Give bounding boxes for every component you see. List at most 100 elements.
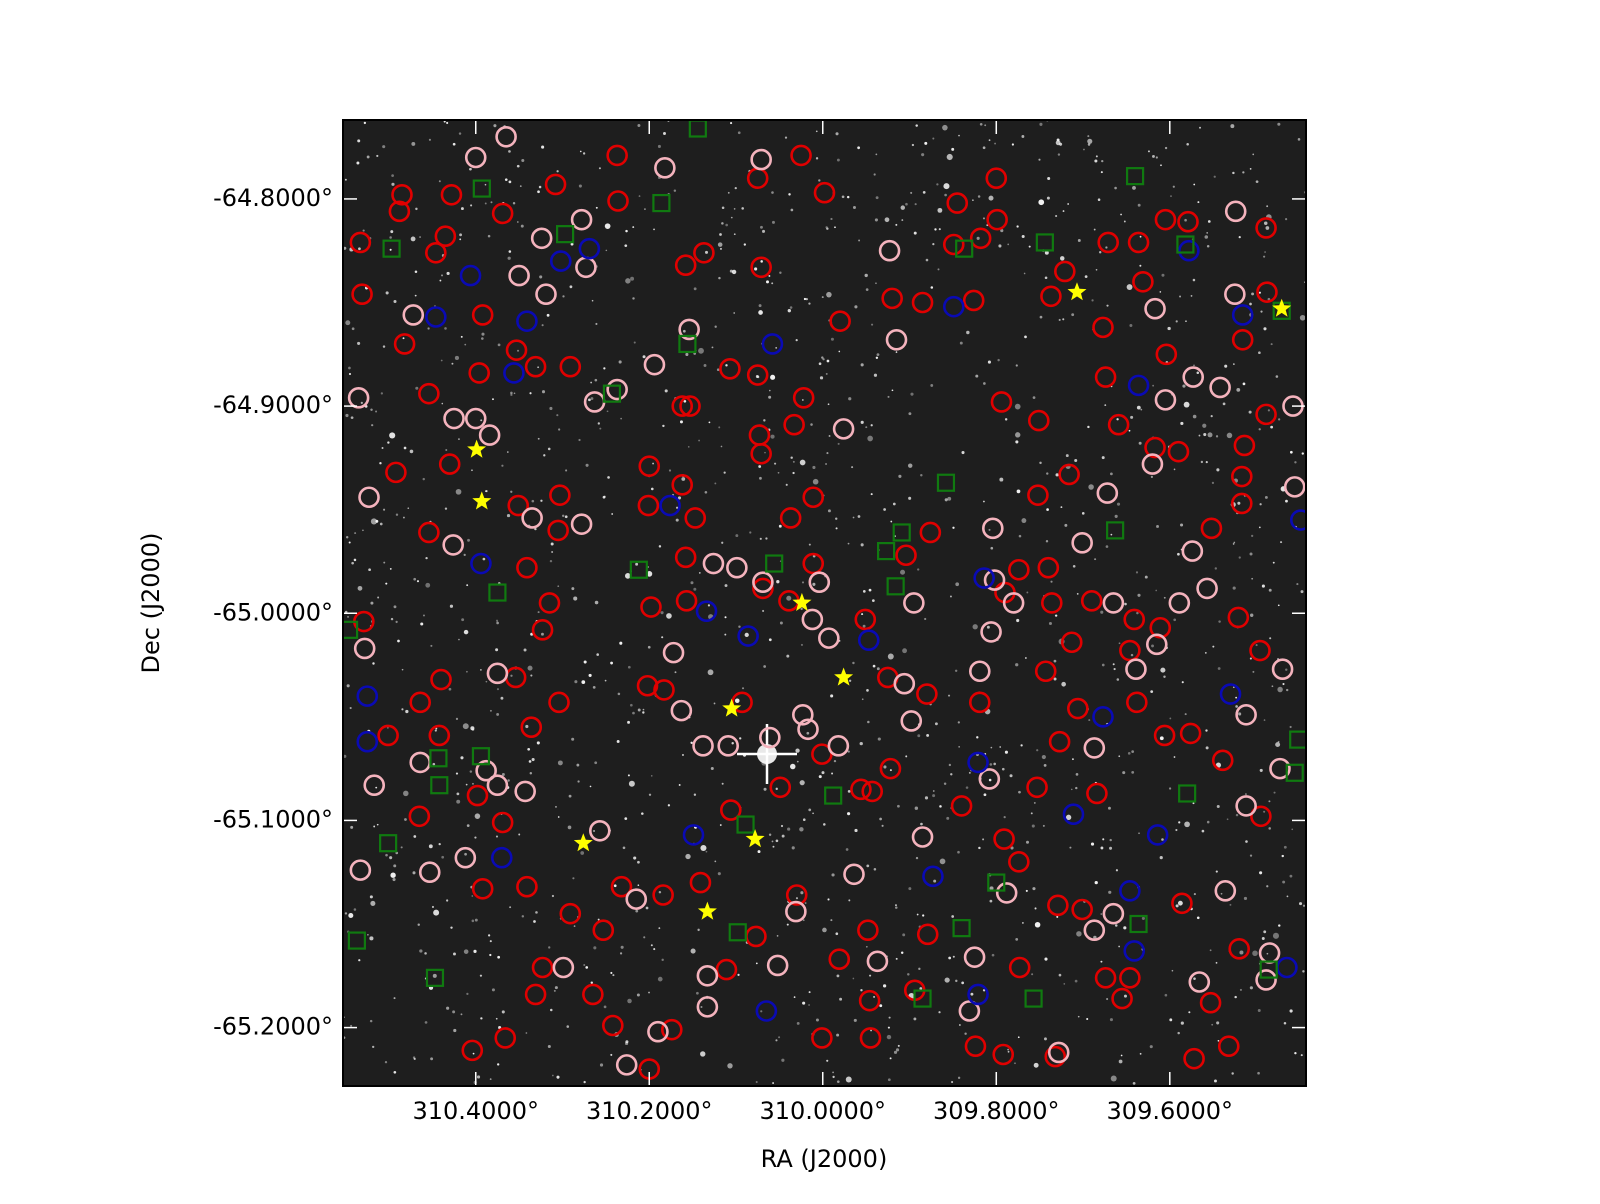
background-star	[487, 934, 491, 937]
background-star	[469, 167, 472, 171]
background-star	[1275, 375, 1279, 378]
background-star	[815, 157, 819, 160]
background-star	[708, 421, 711, 424]
background-star	[1160, 164, 1162, 167]
background-star	[768, 638, 772, 642]
background-star	[934, 722, 938, 726]
background-star	[976, 236, 980, 240]
catalog-circle	[486, 774, 509, 796]
catalog-circle	[1071, 898, 1093, 921]
background-star	[525, 1032, 528, 1034]
background-star	[1009, 774, 1013, 778]
catalog-circle	[570, 513, 593, 535]
background-star	[370, 601, 374, 605]
catalog-circle	[911, 826, 934, 848]
catalog-square	[1178, 784, 1197, 803]
background-star	[590, 981, 593, 984]
background-star	[393, 605, 397, 609]
catalog-circle	[490, 846, 513, 869]
background-star	[875, 196, 879, 200]
catalog-circle	[524, 983, 547, 1006]
catalog-circle	[531, 956, 554, 979]
catalog-circle	[1182, 366, 1205, 388]
background-star	[1135, 571, 1139, 574]
background-star	[1204, 235, 1209, 239]
catalog-circle	[524, 355, 547, 378]
background-star	[862, 590, 866, 593]
background-star	[562, 295, 565, 298]
catalog-circle	[538, 592, 561, 614]
background-star	[1257, 1009, 1261, 1012]
background-star	[395, 620, 398, 624]
catalog-circle	[843, 863, 865, 886]
catalog-circle	[409, 691, 432, 714]
background-star	[930, 286, 934, 289]
background-star	[583, 660, 587, 664]
background-star	[673, 189, 677, 192]
background-star	[793, 996, 796, 999]
background-star	[898, 474, 902, 478]
background-star	[1159, 291, 1162, 293]
background-star	[1161, 273, 1165, 277]
background-star	[413, 1057, 416, 1061]
background-star	[453, 952, 456, 956]
background-star	[828, 435, 831, 437]
background-star	[1190, 295, 1193, 297]
background-star	[889, 769, 892, 772]
background-star	[491, 988, 495, 992]
background-star	[755, 1081, 758, 1084]
background-star	[779, 621, 783, 625]
background-star	[1294, 461, 1297, 464]
catalog-circle	[1199, 991, 1222, 1014]
background-star	[1169, 1018, 1173, 1022]
background-star	[1175, 904, 1179, 908]
background-star	[376, 823, 379, 826]
background-star	[920, 474, 923, 477]
x-tick-label: 309.8000°	[933, 1097, 1060, 1125]
background-star	[1116, 418, 1119, 421]
catalog-circle	[578, 237, 601, 260]
catalog-circle	[737, 625, 759, 647]
background-star	[508, 180, 512, 184]
background-star	[1211, 1023, 1214, 1026]
background-star	[574, 680, 578, 684]
background-star	[804, 902, 807, 904]
background-star	[637, 124, 641, 127]
background-star	[509, 906, 512, 909]
background-star	[812, 478, 819, 485]
background-star	[425, 556, 428, 560]
background-star	[779, 271, 782, 274]
background-star	[862, 624, 866, 628]
background-star	[1026, 591, 1029, 594]
catalog-circle	[1008, 851, 1030, 873]
catalog-circle	[1047, 1041, 1070, 1064]
background-star	[402, 516, 405, 519]
background-star	[764, 451, 766, 454]
background-star	[424, 952, 427, 955]
background-star	[648, 991, 650, 994]
background-star	[690, 948, 696, 954]
catalog-square	[379, 834, 398, 853]
background-star	[1011, 143, 1014, 146]
background-star	[540, 499, 543, 502]
catalog-circle	[1249, 639, 1271, 662]
background-star	[645, 906, 649, 910]
background-star	[635, 562, 639, 566]
background-star	[1275, 742, 1281, 748]
background-star	[510, 674, 513, 677]
background-star	[630, 276, 635, 281]
background-star	[403, 790, 409, 797]
catalog-circle	[861, 780, 884, 803]
background-star	[1137, 593, 1141, 597]
catalog-circle	[1119, 967, 1141, 989]
catalog-circle	[662, 641, 685, 664]
background-star	[718, 426, 721, 429]
catalog-circle	[1196, 577, 1218, 600]
background-star	[471, 469, 473, 472]
background-star	[455, 772, 459, 775]
background-star	[1001, 767, 1005, 771]
background-star	[385, 582, 388, 585]
background-star	[915, 856, 919, 860]
catalog-circle	[516, 875, 538, 898]
catalog-circle	[1235, 703, 1257, 726]
